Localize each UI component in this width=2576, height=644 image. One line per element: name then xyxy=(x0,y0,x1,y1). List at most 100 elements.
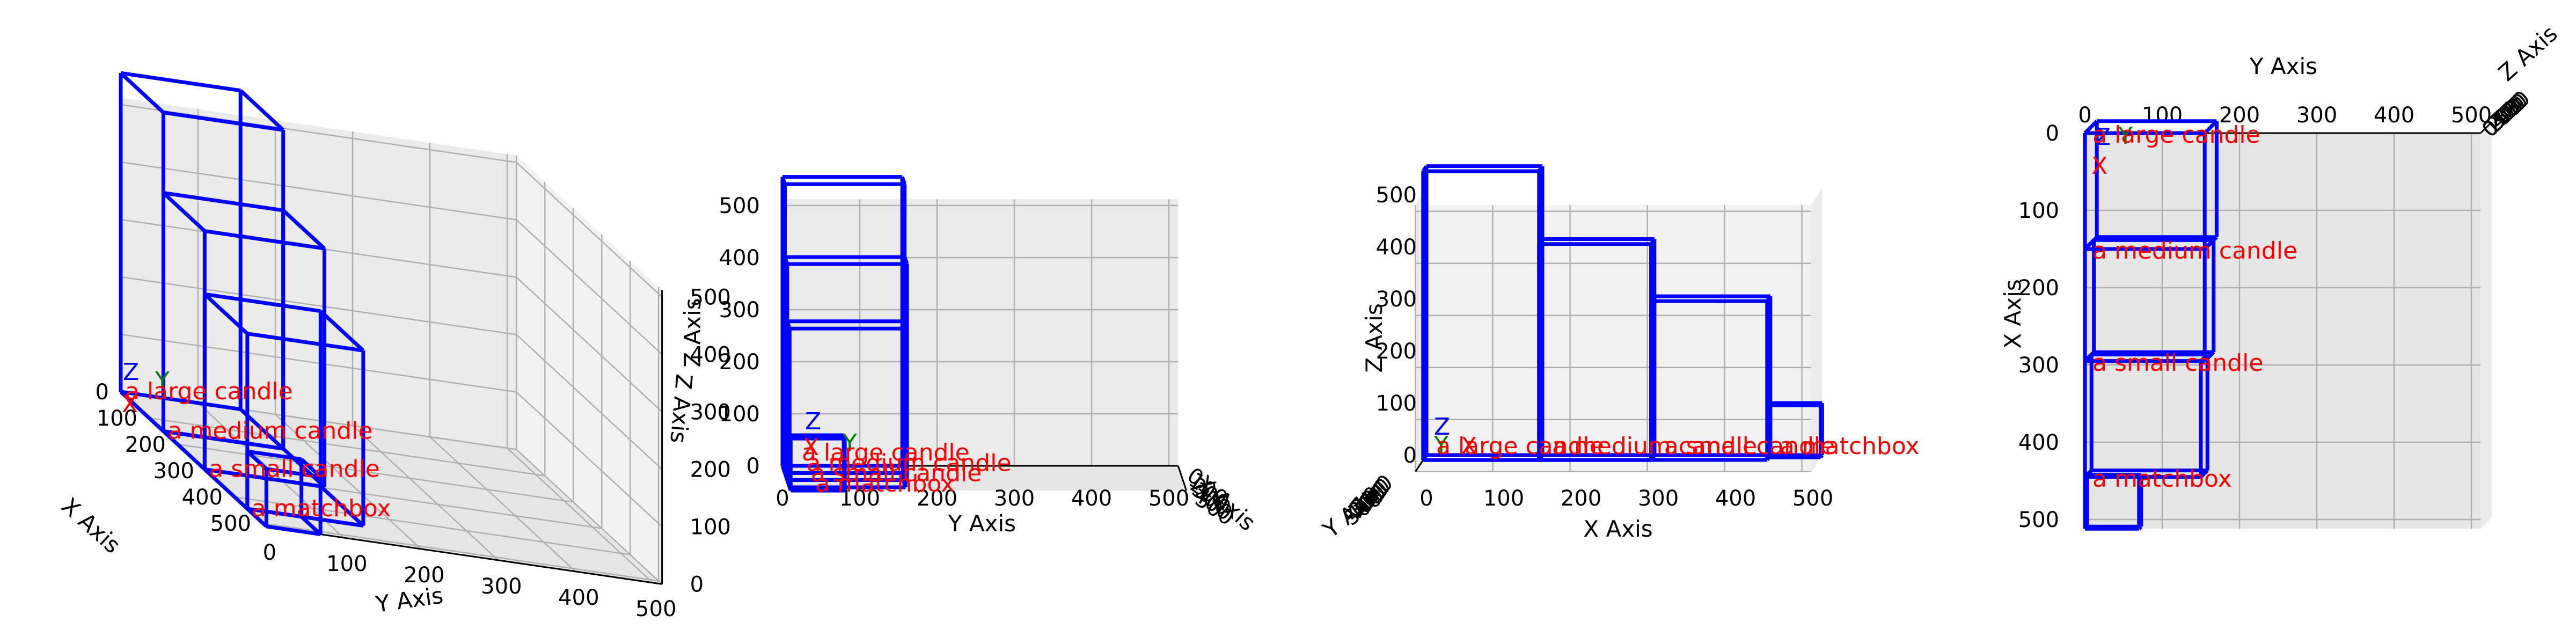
box-edge xyxy=(203,467,249,510)
x-tick-label: 200 xyxy=(125,433,166,457)
object-label: a small candle xyxy=(2092,349,2263,377)
object-label: a matchbox xyxy=(252,495,391,522)
origin-y-mark: Y xyxy=(842,429,857,457)
y-axis-label: Y Axis xyxy=(374,582,445,618)
y-tick-label: 300 xyxy=(994,486,1035,511)
box-edge xyxy=(246,450,268,471)
box-edge xyxy=(2138,473,2143,479)
box-edge xyxy=(163,429,284,451)
z-axis-label: Z Axis xyxy=(2493,20,2563,86)
object-label: a large candle xyxy=(1436,433,1604,460)
box-edge xyxy=(163,191,284,213)
origin-z-mark: Z xyxy=(805,408,821,435)
box-edge xyxy=(2083,353,2093,363)
x-tick-label: 100 xyxy=(97,406,137,431)
x-tick-label: 300 xyxy=(153,459,194,484)
x-tick-label: 400 xyxy=(1715,486,1756,511)
pane-side xyxy=(2480,122,2492,529)
origin-y-mark: Y xyxy=(155,367,170,394)
box-edge xyxy=(300,515,322,536)
pane-back xyxy=(782,199,1179,466)
grid-line xyxy=(120,333,517,393)
object-label: a matchbox xyxy=(2092,465,2232,493)
x-tick-label: 400 xyxy=(2018,430,2059,455)
box-edge xyxy=(247,449,302,462)
object-label: a large candle xyxy=(2092,121,2260,149)
y-tick-label: 0 xyxy=(263,540,276,565)
object-label: a small candle xyxy=(209,456,379,483)
box-edge xyxy=(120,390,241,412)
x-tick-label: 0 xyxy=(1419,486,1433,511)
pane-back xyxy=(121,98,517,450)
origin-x-mark: X xyxy=(803,434,819,461)
grid-line xyxy=(275,414,422,550)
x-tick-label: 400 xyxy=(182,485,223,510)
box-edge xyxy=(204,229,325,251)
z-tick-label: 100 xyxy=(719,402,760,427)
z-axis-label: Z Axis xyxy=(665,373,697,444)
z-tick-label: 300 xyxy=(690,400,731,425)
x-tick-label: 500 xyxy=(210,511,251,536)
z-tick-label: 0 xyxy=(690,572,704,597)
z-tick-label: 500 xyxy=(1376,183,1417,208)
object-box xyxy=(1767,401,1824,459)
origin-z-mark: Z xyxy=(123,358,139,386)
z-tick-label: 200 xyxy=(690,457,731,482)
box-edge xyxy=(2083,238,2096,251)
x-axis-line xyxy=(1177,465,1188,491)
box-edge xyxy=(162,191,206,233)
z-tick-label: 200 xyxy=(1376,339,1417,364)
box-edge xyxy=(319,310,365,352)
box-edge xyxy=(266,467,321,479)
box-edge xyxy=(2083,525,2089,530)
z-axis-label: Z Axis xyxy=(1361,303,1387,372)
grid-line xyxy=(516,334,663,470)
z-tick-label: 100 xyxy=(690,515,731,539)
z-tick-label: 0 xyxy=(1403,443,1417,468)
x-tick-label: 0 xyxy=(2046,121,2059,146)
box-edge xyxy=(300,458,322,479)
box-edge xyxy=(246,507,268,528)
y-tick-label: 500 xyxy=(2451,103,2492,128)
grid-line xyxy=(507,448,654,583)
grid-line xyxy=(177,443,574,503)
x-tick-label: 300 xyxy=(1638,486,1679,511)
origin-x-mark: X xyxy=(2091,152,2107,180)
z-tick-label: 500 xyxy=(690,285,731,310)
y-tick-label: 500 xyxy=(1148,486,1189,511)
box-edge xyxy=(282,447,326,488)
x-axis-label: X Axis xyxy=(1583,516,1652,542)
box-edge xyxy=(162,429,206,471)
z-axis-label: Z Axis xyxy=(679,298,706,367)
z-tick-label: 200 xyxy=(719,350,760,375)
box-edge xyxy=(119,390,165,433)
origin-x-mark: X xyxy=(122,391,138,418)
grid-line xyxy=(516,276,663,413)
box-edge xyxy=(247,507,302,519)
origin-y-mark: Y xyxy=(2118,122,2133,150)
box-edge xyxy=(282,209,326,250)
object-label: a large candle xyxy=(125,378,293,405)
box-edge xyxy=(2138,525,2143,530)
box-edge xyxy=(319,485,365,528)
pane-floor xyxy=(2085,133,2481,529)
panel-side-view: 00 01001001002002002003003003004004004005… xyxy=(679,175,1261,537)
y-tick-label: 100 xyxy=(2142,103,2183,128)
object-box xyxy=(245,449,323,537)
box-edge xyxy=(2083,120,2098,135)
origin-z-mark: Z xyxy=(2095,123,2111,151)
object-label: a matchbox xyxy=(815,470,955,497)
z-tick-label: 500 xyxy=(719,194,760,218)
z-tick-label: 400 xyxy=(719,246,760,270)
x-tick-label: 500 xyxy=(1792,486,1833,511)
x-tick-label: 500 xyxy=(2018,508,2059,532)
box-edge xyxy=(120,71,241,93)
object-box xyxy=(1649,294,1773,462)
grid-line xyxy=(516,391,663,528)
y-tick-label: 200 xyxy=(404,563,444,588)
y-tick-label: 200 xyxy=(2219,103,2260,128)
box-edge xyxy=(203,292,249,335)
z-tick-label: 0 xyxy=(747,454,760,479)
